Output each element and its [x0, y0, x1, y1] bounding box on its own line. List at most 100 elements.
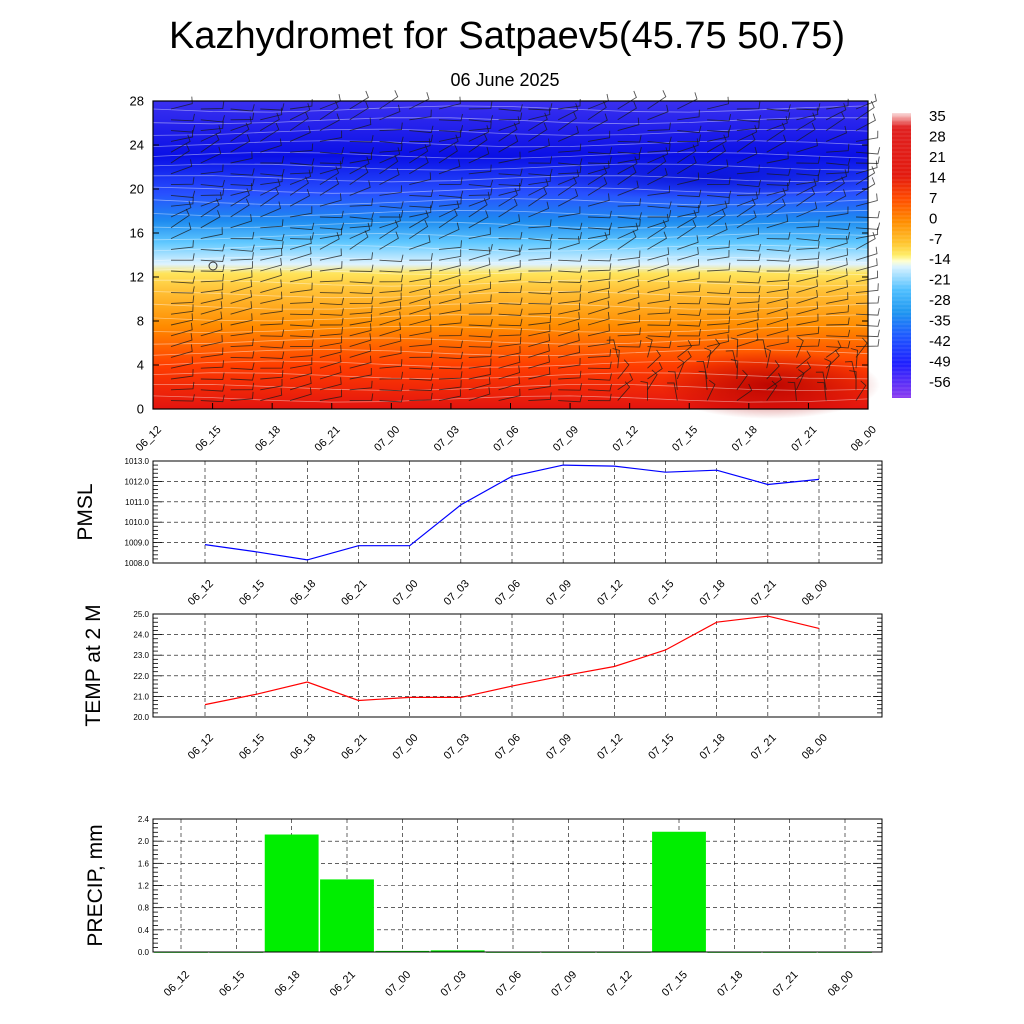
wind-barb: [587, 160, 610, 175]
time-tick-label: 07_09: [544, 732, 574, 762]
wind-barb: [230, 214, 252, 229]
wind-barb: [170, 222, 192, 240]
wind-barb: [855, 246, 878, 261]
wind-barb: [438, 200, 460, 218]
isotherm-line: [152, 314, 869, 322]
wind-barb: [528, 122, 548, 142]
wind-barb: [612, 348, 620, 369]
wind-barb: [647, 247, 670, 261]
wind-barb: [766, 335, 789, 348]
panel-frame: [152, 460, 883, 564]
wind-barb: [855, 227, 879, 240]
wind-barb: [855, 210, 880, 219]
wind-barb: [587, 113, 608, 131]
wind-barb: [319, 286, 344, 294]
wind-barb: [558, 293, 581, 304]
wind-barb: [468, 269, 491, 283]
wind-barb: [260, 233, 285, 242]
wind-barb: [498, 112, 523, 121]
wind-barb: [706, 144, 727, 164]
precip-bar: [320, 879, 374, 952]
wind-barb: [587, 393, 612, 402]
wind-barb: [677, 339, 693, 358]
wind-barb: [826, 206, 849, 218]
wind-barb: [707, 196, 730, 207]
wind-barb: [706, 334, 729, 348]
wind-barb: [379, 346, 402, 358]
wind-barb: [736, 383, 753, 401]
wind-barb: [230, 122, 250, 142]
wind-barb: [796, 313, 819, 326]
wind-barb: [736, 253, 761, 262]
wind-barb: [379, 147, 401, 164]
wind-barb: [468, 210, 489, 229]
wind-barb: [677, 319, 702, 327]
wind-barb: [855, 231, 876, 250]
wind-barb: [826, 125, 848, 142]
wind-barb: [260, 379, 283, 391]
wind-barb: [349, 305, 373, 315]
wind-barb: [289, 103, 311, 121]
wind-barb: [200, 360, 225, 369]
colorbar-label: 21: [929, 149, 946, 166]
wind-barb: [558, 345, 581, 358]
wind-barb: [617, 222, 639, 240]
wind-barb: [319, 156, 344, 165]
wind-barb: [647, 330, 672, 338]
wind-barb: [855, 283, 879, 294]
wind-barb: [289, 176, 309, 196]
wind-barb: [438, 249, 462, 261]
wind-barb: [290, 270, 313, 283]
wind-barb: [826, 232, 850, 240]
colorbar-label: -28: [929, 292, 951, 309]
wind-barb: [290, 232, 314, 240]
colorbar-label: -56: [929, 374, 951, 391]
time-tick-label: 06_12: [162, 969, 192, 999]
time-tick-label: 07_15: [646, 578, 676, 608]
wind-barb: [200, 254, 225, 262]
wind-barb: [855, 295, 880, 304]
wind-barb: [677, 109, 700, 121]
wind-barb: [468, 319, 493, 327]
wind-barb: [558, 370, 582, 380]
colorbar-label: 35: [929, 108, 946, 125]
wind-barb: [319, 210, 344, 219]
wind-barb: [468, 191, 491, 207]
wind-barb: [766, 254, 791, 262]
wind-barb: [289, 125, 311, 142]
wind-barb: [855, 329, 880, 338]
wind-barb: [617, 180, 639, 196]
wind-barb: [855, 308, 880, 316]
wind-barb: [170, 304, 194, 315]
wind-barb: [677, 144, 697, 164]
wind-barb: [850, 348, 859, 369]
colorbar-label: -7: [929, 231, 942, 248]
wind-barb: [587, 210, 612, 219]
time-tick-label: 07_21: [749, 578, 779, 608]
y-tick-label: 2.4: [138, 815, 150, 824]
wind-barb: [796, 326, 820, 337]
wind-barb: [260, 317, 284, 326]
wind-barb: [409, 253, 433, 261]
wind-barb: [230, 279, 253, 294]
wind-barb: [200, 384, 225, 392]
time-tick-label: 06_18: [272, 969, 302, 999]
wind-barb: [558, 143, 582, 153]
wind-barb: [200, 188, 225, 196]
wind-barb: [855, 177, 876, 196]
wind-barb: [170, 134, 191, 153]
wind-barb: [825, 111, 845, 131]
isotherm-line: [152, 267, 869, 276]
wind-barb: [736, 322, 759, 337]
wind-barb: [438, 268, 461, 283]
isotherm-line: [152, 105, 869, 113]
wind-barb: [379, 254, 404, 262]
wind-barb: [200, 210, 221, 229]
wind-barb: [796, 350, 811, 369]
wind-barb: [647, 340, 672, 349]
wind-barb: [736, 227, 759, 240]
wind-barb: [557, 176, 577, 196]
wind-barb: [498, 260, 521, 272]
wind-barb: [379, 167, 400, 186]
wind-barb: [349, 90, 369, 110]
